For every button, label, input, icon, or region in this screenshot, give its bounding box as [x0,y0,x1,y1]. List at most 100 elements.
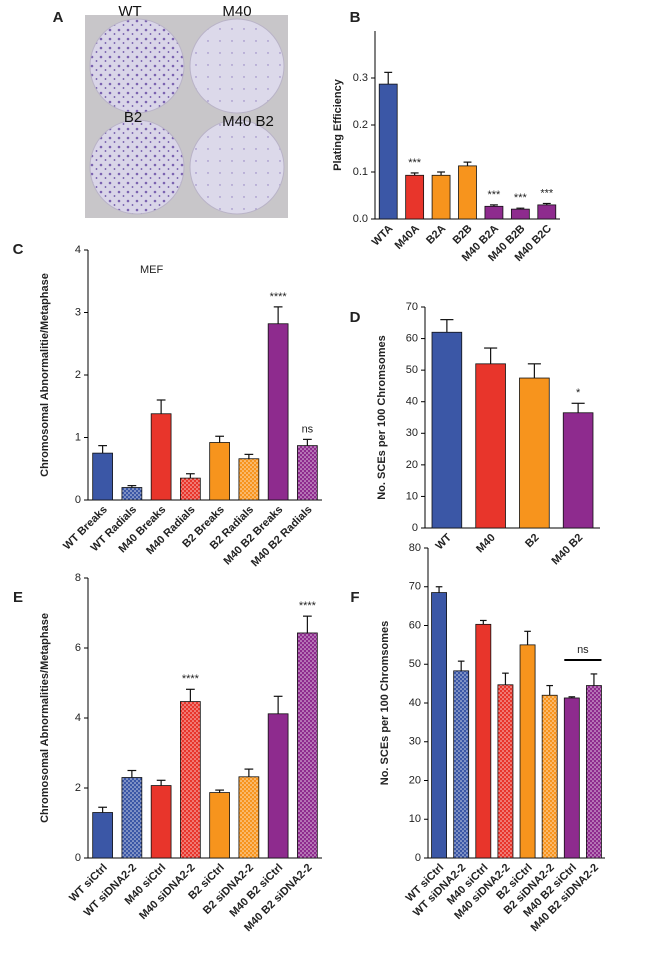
bar [519,644,536,859]
bracket-label: ns [577,644,589,656]
x-tick-label: B2 [523,532,541,550]
annotation: MEF [140,264,164,276]
error-bar [302,438,312,446]
significance-label: *** [514,192,528,204]
error-bar [156,399,166,414]
error-bar [98,445,108,454]
error-bar [457,660,465,671]
y-axis-label: No. SCEs per 100 Chromsomes [379,621,391,785]
y-tick-label: 6 [75,642,81,654]
y-axis-label: Chromosomal Abnormalitie/Metaphase [39,273,51,477]
y-tick-label: 3 [75,306,81,318]
y-tick-label: 50 [409,658,421,670]
chart-panel: F No. SCEs per 100 Chromsomes 0 10 20 30 40 50 6… [350,542,605,934]
plate [189,18,285,114]
error-bar [546,684,553,696]
y-tick-label: 0 [75,494,81,506]
significance-label: **** [299,600,317,612]
y-tick-label: 10 [406,490,418,502]
y-axis-label: Chromosomal Abnormalities/Metaphase [39,613,51,823]
error-bar [568,696,576,698]
bar [267,713,289,859]
y-tick-label: 1 [75,431,81,443]
error-bar [463,161,472,166]
error-bar [273,695,283,714]
y-tick-label: 0 [412,522,418,534]
error-bar [435,586,443,593]
bar [238,776,260,859]
chart-panel: E Chromosomal Abnormalities/Metaphase 0 2 4 6… [13,572,322,934]
panel-letter: C [13,241,24,258]
bar [431,592,447,859]
y-tick-label: 4 [75,244,81,256]
error-bar [590,673,598,686]
y-tick-label: 40 [406,396,418,408]
bar [475,363,506,529]
bar [92,812,113,859]
bar [541,694,558,859]
error-bar [484,347,498,364]
y-tick-label: 20 [406,459,418,471]
error-bar [489,204,498,207]
chart-panel: B Plating Efficiency 0.0 0.1 0.2 0.3 WTA *** M40… [332,9,560,264]
bar [497,684,514,859]
bar [458,165,477,220]
error-bar [185,473,195,479]
plate-label: M40 [222,3,251,20]
error-bar [410,172,419,176]
y-axis-label: Plating Efficiency [332,78,344,171]
plate-label: B2 [124,109,142,126]
y-axis-label: No. SCEs per 100 Chromsomes [376,335,388,499]
bar [297,445,318,501]
bar [537,204,557,220]
bar [121,777,143,859]
chart-panel: C Chromosomal Abnormalitie/Metaphase MEF 0 1… [13,241,322,569]
x-tick-label: B2A [424,223,448,247]
error-bar [302,615,312,633]
plate [189,119,285,215]
panel-letter: E [13,589,23,606]
plate [89,18,185,114]
error-bar [384,71,393,85]
error-bar [480,619,487,625]
bar [484,205,504,220]
x-tick-label: M40 B2 [550,532,586,568]
y-tick-label: 4 [75,712,81,724]
bar [431,331,463,529]
bar [267,323,289,501]
error-bar [502,672,509,685]
y-tick-label: 30 [409,736,421,748]
y-tick-label: 40 [409,697,421,709]
error-bar [127,769,137,778]
significance-label: **** [182,673,200,685]
y-tick-label: 0 [415,852,421,864]
bar [209,442,230,501]
error-bar [244,768,254,777]
bar [297,632,318,859]
bar [475,623,492,859]
plate-label: M40 B2 [222,113,274,130]
y-tick-label: 8 [75,572,81,584]
y-tick-label: 30 [406,427,418,439]
error-bar [215,789,225,793]
x-tick-label: WT [433,531,454,552]
error-bar [127,485,137,488]
bar [180,701,201,859]
bar [121,487,143,501]
panel-letter: B [350,9,361,26]
y-tick-label: 0.1 [353,166,368,178]
error-bar [244,453,254,459]
plate [89,119,185,215]
y-tick-label: 70 [406,301,418,313]
y-tick-label: 80 [409,542,421,554]
y-tick-label: 60 [409,619,421,631]
y-tick-label: 0.2 [353,119,368,131]
bar [519,377,550,529]
significance-label: * [576,387,581,399]
bar [209,792,230,859]
bar [150,785,172,859]
panel-a: A WT M40 B2 M40 B2 [53,3,288,218]
bar [92,452,113,501]
bar [238,458,260,501]
bar [453,670,470,859]
